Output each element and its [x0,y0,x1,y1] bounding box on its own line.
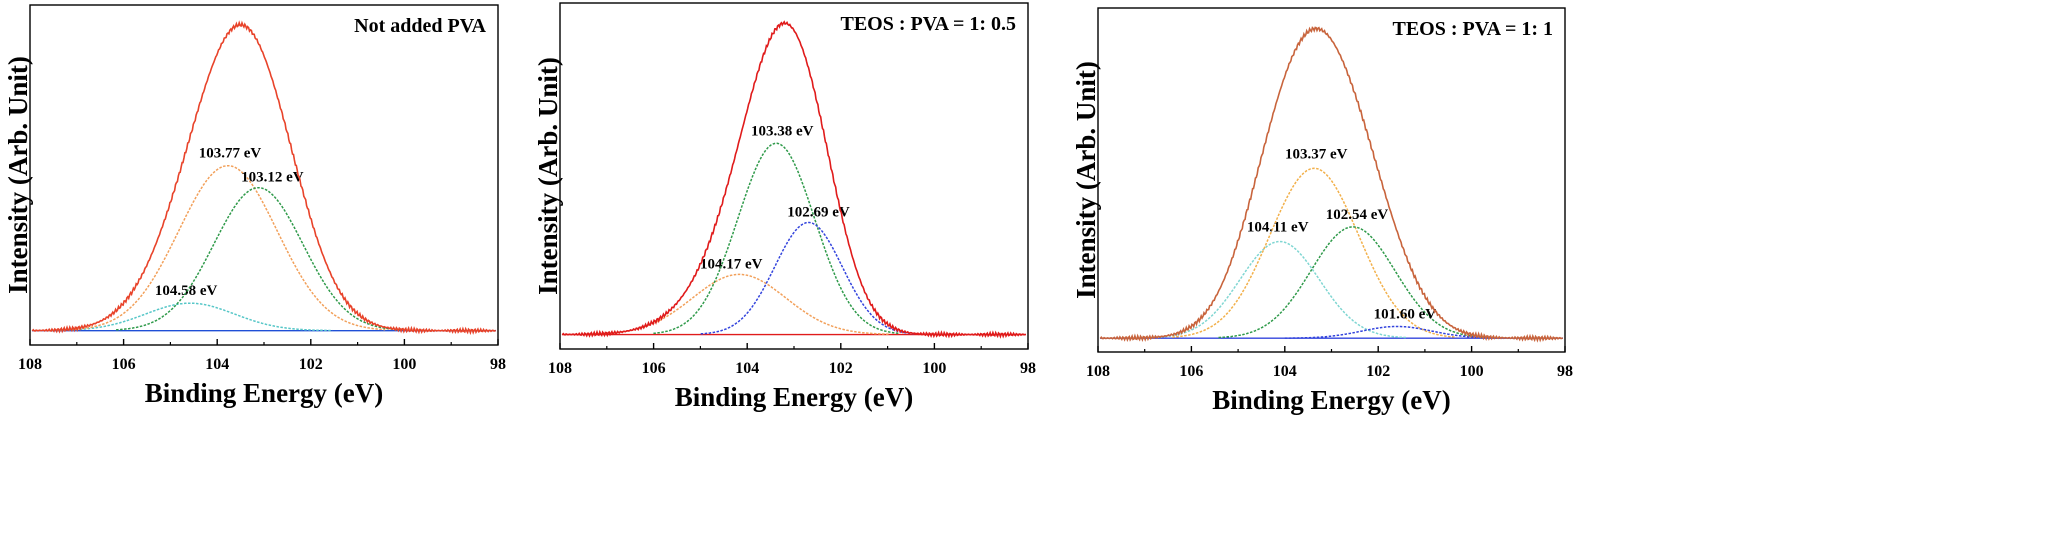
x-tick-label: 104 [205,356,229,373]
envelope-curve [561,20,1026,339]
x-tick-label: 106 [642,360,666,377]
component-peak-10417 [589,273,890,335]
chart-panel-pva-1: 104.11 eV 103.37 eV 102.54 eV 101.60 eV 108 1… [1071,7,1573,415]
component-peak-10254 [1218,226,1488,339]
peak-label: 102.69 eV [787,205,850,221]
component-peak-10312 [116,186,401,331]
component-peak-10458 [47,302,333,332]
peak-label: 104.11 eV [1247,220,1309,236]
x-tick-label: 98 [1557,363,1573,380]
y-axis-title: Intensity (Arb. Unit) [3,56,33,294]
panel-title: TEOS : PVA = 1: 1 [1393,18,1554,40]
envelope-curve [1099,26,1564,343]
envelope-curve [31,20,497,336]
x-axis-title: Binding Energy (eV) [675,382,914,412]
component-peak-10269 [700,221,916,335]
y-axis-title: Intensity (Arb. Unit) [533,57,563,295]
x-tick-label: 102 [1366,363,1390,380]
x-tick-label: 102 [299,356,323,373]
x-tick-label: 98 [1020,360,1036,377]
peak-label: 103.37 eV [1285,146,1348,162]
x-tick-label: 100 [1460,363,1484,380]
component-peak-10411 [1152,240,1407,339]
peak-label: 103.77 eV [199,146,262,162]
x-tick-label: 106 [1179,363,1203,380]
plot-frame [1097,7,1566,353]
peak-label: 104.17 eV [700,256,763,272]
component-peak-10337 [1172,167,1457,338]
x-tick-label: 106 [112,356,136,373]
x-tick-label: 104 [735,360,759,377]
x-axis-title: Binding Energy (eV) [145,378,384,408]
x-tick-label: 104 [1273,363,1297,380]
x-tick-label: 100 [392,356,416,373]
component-peak-10338 [653,142,899,335]
x-tick-label: 108 [1086,363,1110,380]
plot-frame [559,2,1029,350]
x-tick-label: 108 [18,356,42,373]
x-tick-label: 108 [548,360,572,377]
peak-label: 103.12 eV [241,170,304,186]
panel-title: Not added PVA [354,15,486,37]
panel-title: TEOS : PVA = 1: 0.5 [841,13,1017,35]
x-axis-title: Binding Energy (eV) [1212,385,1451,415]
x-tick-label: 102 [829,360,853,377]
peak-label: 102.54 eV [1326,207,1389,223]
x-tick-label: 100 [922,360,946,377]
component-peak-10377 [70,164,386,331]
chart-panel-pva-0-5: 104.17 eV 103.38 eV 102.69 eV 108 106 104 102 1… [533,2,1036,412]
peak-label: 103.38 eV [751,123,814,139]
y-axis-title: Intensity (Arb. Unit) [1071,61,1101,299]
peak-label: 101.60 eV [1374,307,1437,323]
x-tick-label: 98 [490,356,506,373]
